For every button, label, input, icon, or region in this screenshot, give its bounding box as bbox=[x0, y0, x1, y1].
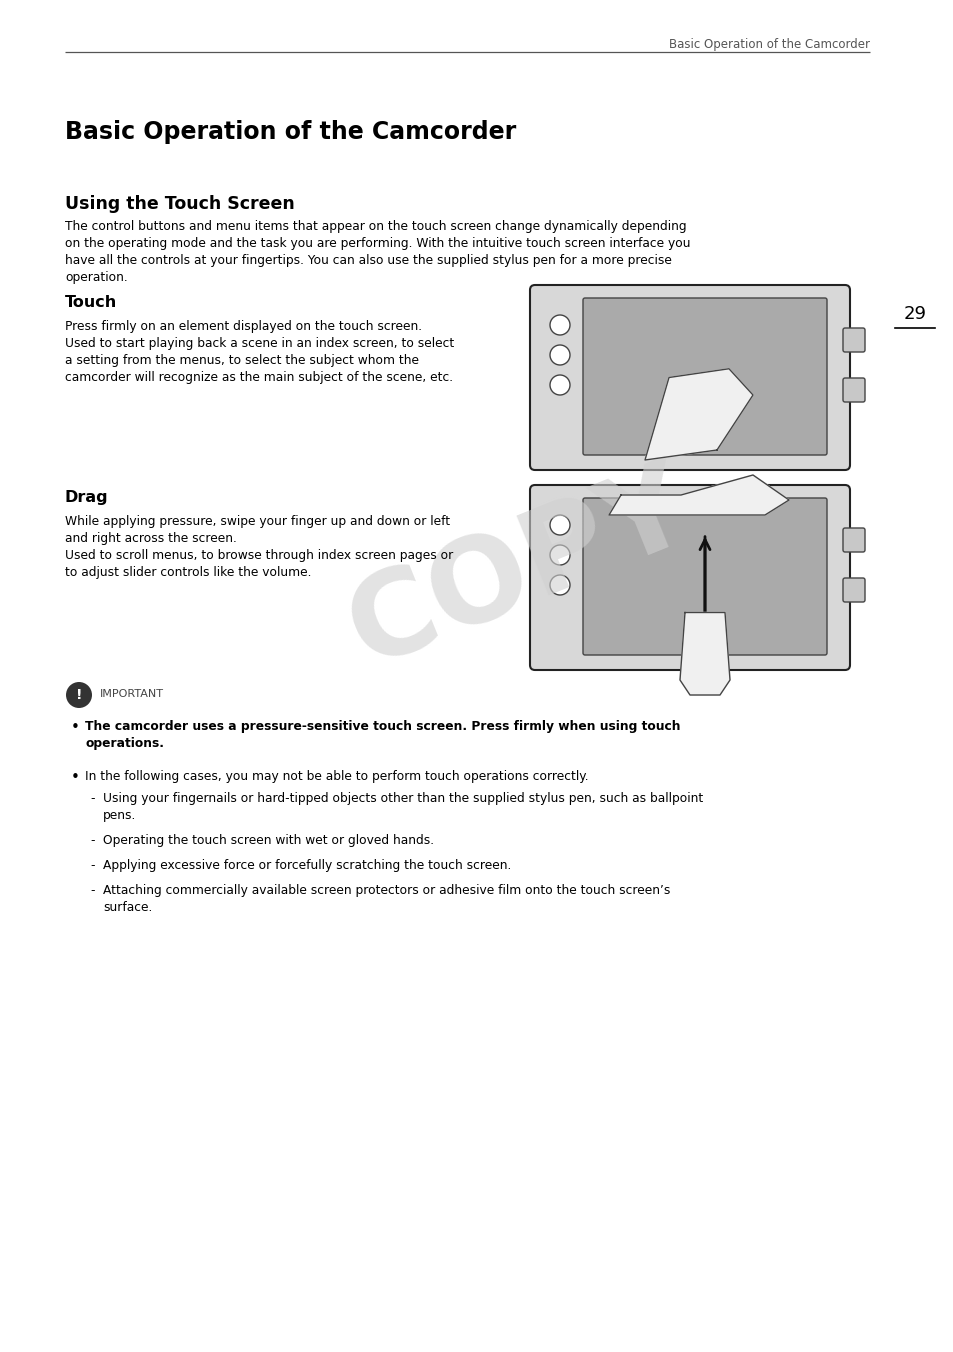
Text: COPY: COPY bbox=[332, 449, 707, 691]
Text: surface.: surface. bbox=[103, 900, 152, 914]
FancyBboxPatch shape bbox=[842, 579, 864, 602]
Polygon shape bbox=[644, 369, 752, 460]
Text: and right across the screen.: and right across the screen. bbox=[65, 531, 236, 545]
Circle shape bbox=[550, 515, 569, 535]
Text: a setting from the menus, to select the subject whom the: a setting from the menus, to select the … bbox=[65, 354, 418, 366]
Text: Used to scroll menus, to browse through index screen pages or: Used to scroll menus, to browse through … bbox=[65, 549, 453, 562]
FancyBboxPatch shape bbox=[582, 297, 826, 456]
FancyBboxPatch shape bbox=[530, 285, 849, 470]
Text: -: - bbox=[90, 834, 94, 846]
Text: Operating the touch screen with wet or gloved hands.: Operating the touch screen with wet or g… bbox=[103, 834, 434, 846]
Text: While applying pressure, swipe your finger up and down or left: While applying pressure, swipe your fing… bbox=[65, 515, 450, 529]
Text: have all the controls at your fingertips. You can also use the supplied stylus p: have all the controls at your fingertips… bbox=[65, 254, 671, 266]
Text: -: - bbox=[90, 792, 94, 804]
Text: operation.: operation. bbox=[65, 270, 128, 284]
FancyBboxPatch shape bbox=[582, 498, 826, 654]
Text: The control buttons and menu items that appear on the touch screen change dynami: The control buttons and menu items that … bbox=[65, 220, 686, 233]
Circle shape bbox=[550, 315, 569, 335]
FancyBboxPatch shape bbox=[530, 485, 849, 671]
Text: IMPORTANT: IMPORTANT bbox=[100, 690, 164, 699]
Circle shape bbox=[550, 375, 569, 395]
Text: Basic Operation of the Camcorder: Basic Operation of the Camcorder bbox=[668, 38, 869, 51]
Text: Basic Operation of the Camcorder: Basic Operation of the Camcorder bbox=[65, 120, 516, 145]
Circle shape bbox=[550, 345, 569, 365]
Text: The camcorder uses a pressure-sensitive touch screen. Press firmly when using to: The camcorder uses a pressure-sensitive … bbox=[85, 721, 679, 733]
Polygon shape bbox=[608, 475, 788, 515]
Text: Using your fingernails or hard-tipped objects other than the supplied stylus pen: Using your fingernails or hard-tipped ob… bbox=[103, 792, 702, 804]
Circle shape bbox=[66, 681, 91, 708]
Text: -: - bbox=[90, 884, 94, 896]
Text: camcorder will recognize as the main subject of the scene, etc.: camcorder will recognize as the main sub… bbox=[65, 370, 453, 384]
Text: Used to start playing back a scene in an index screen, to select: Used to start playing back a scene in an… bbox=[65, 337, 454, 350]
Text: to adjust slider controls like the volume.: to adjust slider controls like the volum… bbox=[65, 566, 312, 579]
FancyBboxPatch shape bbox=[842, 379, 864, 402]
FancyBboxPatch shape bbox=[842, 529, 864, 552]
Text: In the following cases, you may not be able to perform touch operations correctl: In the following cases, you may not be a… bbox=[85, 771, 588, 783]
Text: Drag: Drag bbox=[65, 489, 109, 506]
Circle shape bbox=[550, 575, 569, 595]
Text: Applying excessive force or forcefully scratching the touch screen.: Applying excessive force or forcefully s… bbox=[103, 859, 511, 872]
Text: 29: 29 bbox=[902, 306, 925, 323]
Text: Touch: Touch bbox=[65, 295, 117, 310]
Text: Using the Touch Screen: Using the Touch Screen bbox=[65, 195, 294, 214]
Circle shape bbox=[550, 545, 569, 565]
Polygon shape bbox=[679, 612, 729, 695]
Text: Press firmly on an element displayed on the touch screen.: Press firmly on an element displayed on … bbox=[65, 320, 421, 333]
Text: •: • bbox=[71, 721, 79, 735]
Text: pens.: pens. bbox=[103, 808, 136, 822]
Text: -: - bbox=[90, 859, 94, 872]
Text: operations.: operations. bbox=[85, 737, 164, 750]
FancyBboxPatch shape bbox=[842, 329, 864, 352]
Text: Attaching commercially available screen protectors or adhesive film onto the tou: Attaching commercially available screen … bbox=[103, 884, 670, 896]
Text: on the operating mode and the task you are performing. With the intuitive touch : on the operating mode and the task you a… bbox=[65, 237, 690, 250]
Text: !: ! bbox=[75, 688, 82, 702]
Text: •: • bbox=[71, 771, 79, 786]
